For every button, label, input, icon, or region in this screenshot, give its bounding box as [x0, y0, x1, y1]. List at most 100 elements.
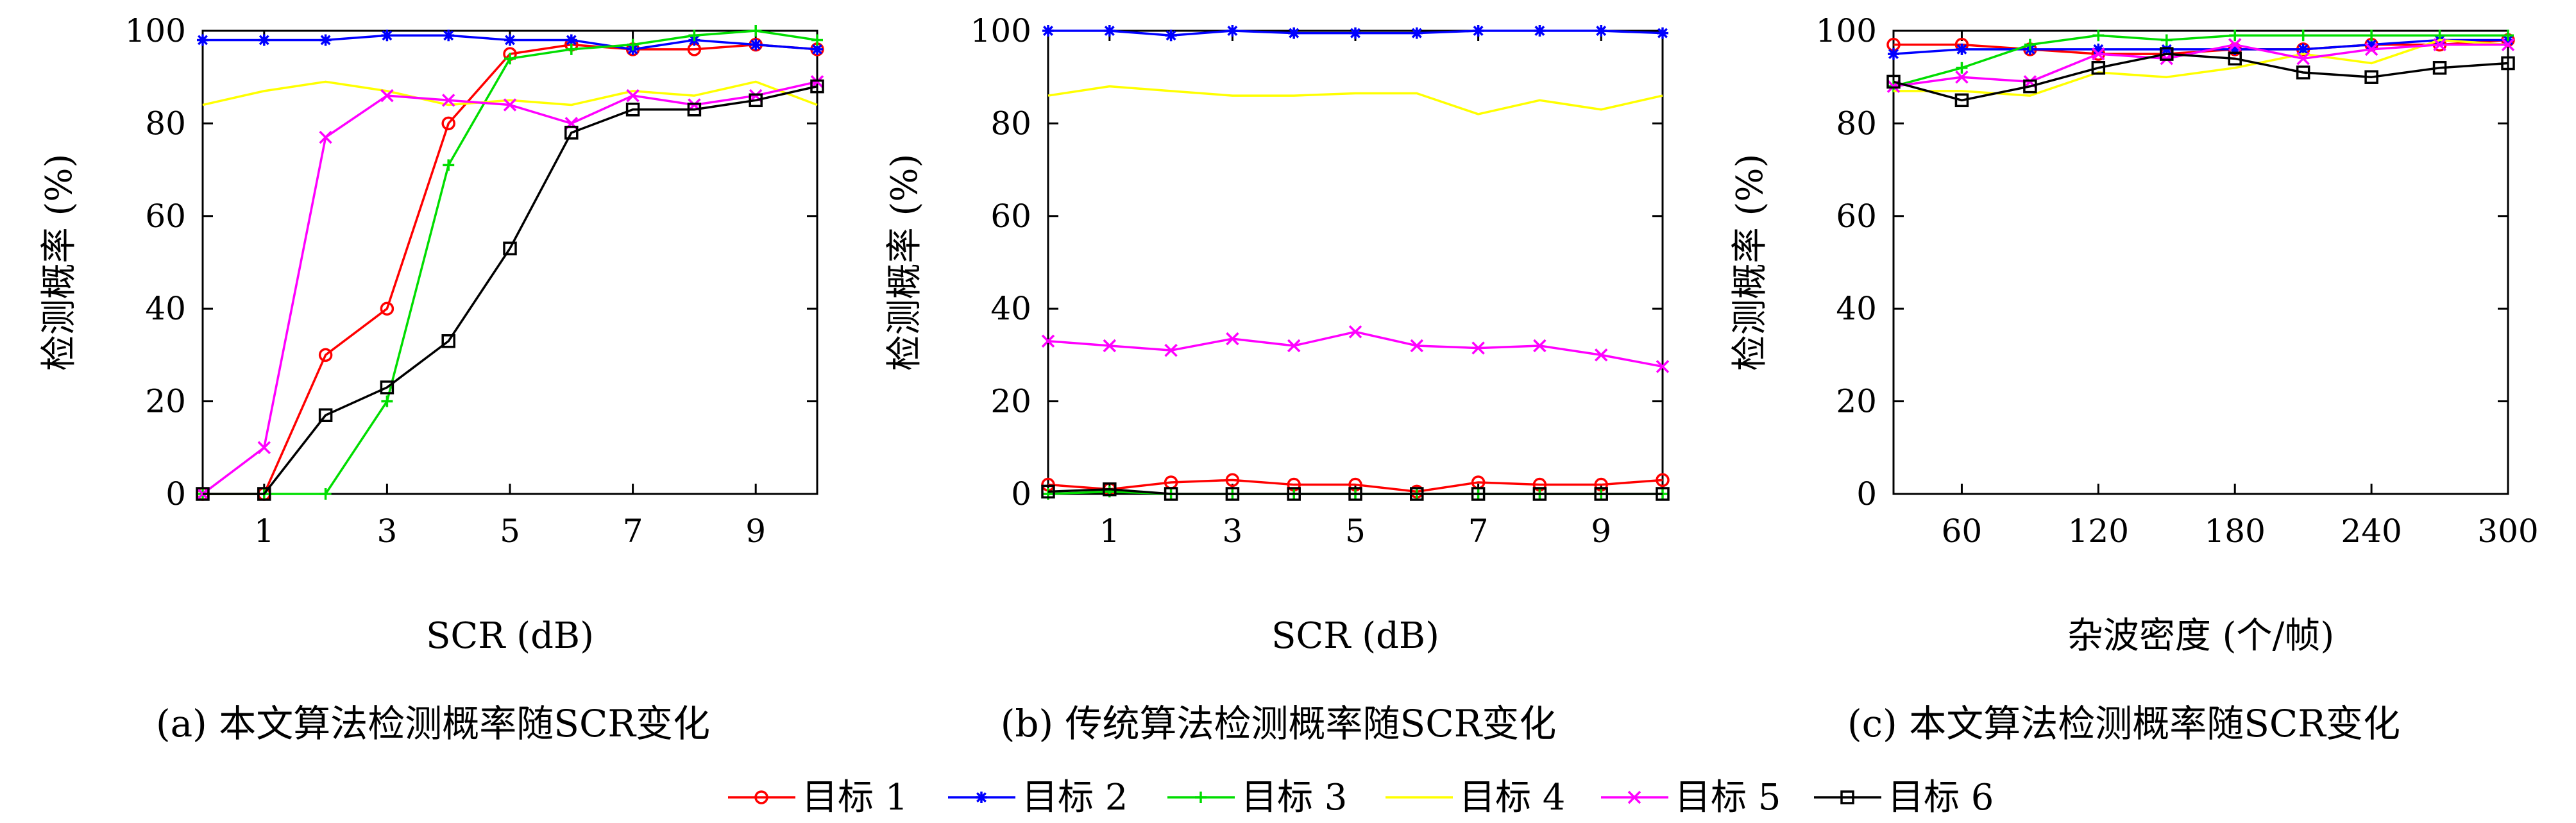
data-point [2228, 51, 2242, 66]
data-point [749, 93, 763, 108]
data-point [503, 241, 517, 256]
data-point [1165, 30, 1177, 42]
legend-label: 目标 1 [802, 777, 908, 819]
series-line [1047, 330, 1663, 368]
data-point [1225, 473, 1240, 488]
data-point [443, 30, 455, 42]
series-3 [197, 25, 823, 500]
data-point [441, 116, 455, 131]
data-point [2091, 61, 2106, 75]
y-tick-label: 40 [990, 290, 1031, 327]
y-tick-label: 40 [1836, 290, 1877, 327]
data-point [504, 34, 516, 46]
data-point [687, 102, 702, 117]
legend-label: 目标 4 [1459, 777, 1565, 819]
data-point [441, 94, 455, 107]
data-point [1410, 339, 1424, 353]
data-point [1103, 25, 1115, 37]
y-axis-title: 检测概率 (%) [884, 154, 926, 371]
x-tick-label: 3 [377, 513, 397, 550]
x-tick-label: 1 [1099, 513, 1120, 550]
data-point [2296, 52, 2310, 65]
legend-label: 目标 6 [1888, 777, 1994, 819]
y-tick-label: 60 [145, 198, 186, 235]
chart-panel-c: 0 20 40 60 80 100 60 120 180 240 300 杂波密度 (个/帧) 检测概率… [1729, 12, 2539, 745]
data-point [1041, 334, 1055, 348]
plot-frame [1047, 30, 1664, 495]
data-point [2092, 47, 2105, 61]
y-tick-label: 0 [165, 475, 186, 513]
y-tick-label: 80 [145, 105, 186, 142]
data-point [1410, 487, 1424, 501]
x-tick-label: 1 [254, 513, 275, 550]
legend-label: 目标 2 [1022, 777, 1128, 819]
y-tick-label: 20 [990, 383, 1031, 420]
series-line [201, 80, 818, 495]
x-tick-label: 180 [2205, 513, 2266, 550]
series-6 [1886, 47, 2515, 108]
series-line [203, 85, 818, 495]
series-6 [1041, 482, 1670, 501]
data-point [1532, 487, 1547, 501]
data-point [381, 30, 393, 42]
data-point [1287, 487, 1301, 501]
y-tick-label: 100 [970, 12, 1031, 49]
data-point [2501, 56, 2515, 71]
x-tick-label: 9 [745, 513, 766, 550]
y-tick-label: 20 [1836, 383, 1877, 420]
legend-item: 目标 1 [728, 777, 908, 819]
series-line [1893, 53, 2509, 102]
data-point [1595, 25, 1607, 37]
series-4 [202, 80, 818, 106]
data-point [810, 75, 824, 89]
data-point [2229, 43, 2241, 55]
panel-caption: (c) 本文算法检测概率随SCR变化 [1847, 702, 2400, 745]
data-point [503, 98, 517, 112]
y-tick-label: 20 [145, 383, 186, 420]
data-point [1955, 70, 1969, 84]
data-point [258, 34, 270, 46]
series-2 [1042, 25, 1668, 42]
series-line [1047, 85, 1663, 115]
data-point [810, 79, 824, 94]
x-tick-label: 3 [1222, 513, 1242, 550]
data-point [1226, 25, 1239, 37]
data-point [2023, 79, 2037, 94]
data-point [565, 34, 577, 46]
x-tick-label: 300 [2477, 513, 2538, 550]
data-point [1472, 25, 1484, 37]
data-point [318, 408, 333, 423]
chart-panel-a: 0 20 40 60 80 100 1 3 5 7 9 SCR (dB) 检测概率 (%) (a) 本文算… [38, 12, 824, 745]
data-point [319, 34, 332, 46]
legend-label: 目标 3 [1241, 777, 1347, 819]
x-axis-title: 杂波密度 (个/帧) [2067, 615, 2334, 657]
plot-frame [1892, 30, 2509, 495]
data-point [1594, 348, 1608, 362]
data-point [381, 395, 393, 407]
series-1 [196, 37, 824, 501]
data-point [1164, 487, 1178, 501]
x-tick-label: 7 [623, 513, 643, 550]
data-point [2024, 38, 2036, 51]
data-point [2160, 34, 2173, 46]
x-tick-label: 7 [1468, 513, 1489, 550]
data-point [2160, 43, 2173, 55]
series-5 [1886, 38, 2515, 93]
y-tick-label: 80 [990, 105, 1031, 142]
data-point [2160, 47, 2174, 61]
data-point [1226, 332, 1239, 346]
y-tick-label: 60 [990, 198, 1031, 235]
data-point [2366, 38, 2378, 51]
legend-item: 目标 2 [948, 777, 1128, 819]
legend-item: 目标 5 [1601, 777, 1781, 819]
y-tick-label: 40 [145, 290, 186, 327]
data-point [750, 38, 762, 51]
x-tick-label: 5 [500, 513, 520, 550]
legend-item: 目标 4 [1385, 777, 1565, 819]
series-5 [196, 75, 824, 501]
series-6 [196, 79, 824, 501]
legend-marker [1840, 790, 1854, 804]
data-point [1288, 27, 1300, 39]
